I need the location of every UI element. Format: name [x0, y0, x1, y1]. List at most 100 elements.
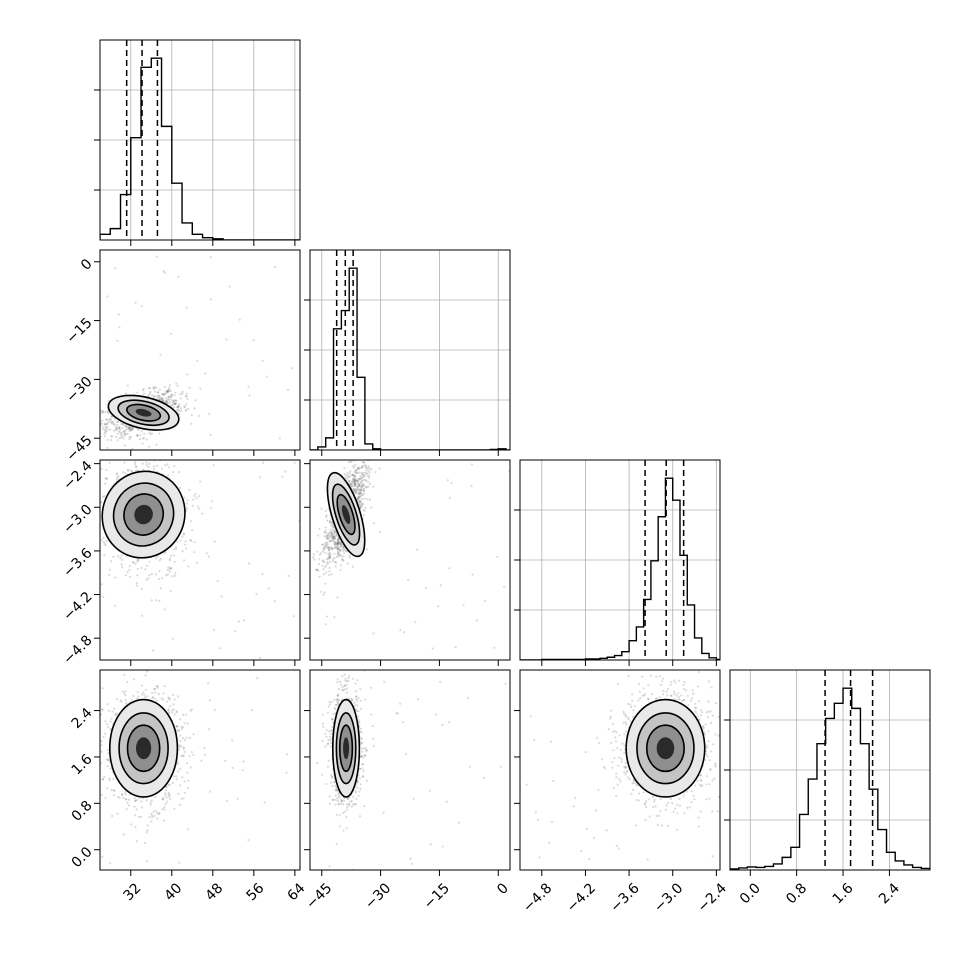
scatter-point: [337, 542, 340, 545]
scatter-point: [131, 428, 134, 431]
scatter-point: [173, 399, 176, 402]
scatter-point: [354, 791, 357, 794]
scatter-point: [151, 691, 154, 695]
scatter-point: [124, 694, 127, 697]
scatter-point: [354, 483, 357, 486]
scatter-point: [365, 749, 369, 752]
scatter-outlier: [234, 630, 237, 633]
scatter-point: [358, 484, 361, 487]
scatter-outlier: [219, 647, 222, 650]
scatter-outlier: [213, 708, 216, 712]
scatter-point: [152, 468, 155, 471]
scatter-point: [116, 420, 119, 423]
scatter-point: [353, 481, 356, 484]
scatter-point: [170, 711, 174, 714]
scatter-point: [103, 542, 106, 545]
scatter-point: [117, 475, 120, 478]
scatter-point: [347, 677, 350, 680]
scatter-point: [109, 418, 112, 421]
scatter-point: [354, 489, 357, 492]
scatter-point: [360, 477, 363, 480]
scatter-point: [333, 536, 336, 539]
scatter-point: [335, 534, 338, 537]
scatter-point: [126, 680, 129, 684]
scatter-point: [361, 471, 364, 474]
scatter-point: [328, 557, 331, 560]
scatter-point: [161, 808, 164, 811]
scatter-point: [107, 709, 110, 712]
scatter-point: [176, 725, 179, 728]
scatter-point: [197, 495, 201, 498]
scatter-point: [153, 387, 156, 390]
scatter-point: [336, 596, 339, 599]
scatter-point: [336, 694, 339, 697]
scatter-point: [374, 471, 377, 474]
scatter-point: [109, 417, 112, 420]
scatter-outlier: [216, 579, 219, 583]
scatter-outlier: [496, 555, 499, 558]
scatter-outlier: [470, 485, 473, 488]
scatter-point: [335, 542, 338, 545]
scatter-point: [103, 435, 107, 438]
scatter-point: [116, 795, 119, 799]
scatter-point: [97, 771, 99, 773]
scatter-point: [183, 750, 186, 754]
scatter-point: [179, 784, 182, 787]
scatter-point: [372, 457, 374, 459]
scatter-point: [88, 425, 90, 427]
scatter-point: [127, 804, 130, 807]
scatter-point: [367, 476, 370, 479]
scatter-outlier: [163, 608, 166, 611]
scatter-outlier: [203, 753, 206, 756]
scatter-point: [142, 389, 145, 392]
scatter-point: [368, 498, 371, 501]
scatter-outlier: [290, 367, 293, 370]
scatter-point: [140, 684, 144, 687]
scatter-point: [325, 563, 328, 567]
scatter-point: [325, 514, 328, 517]
scatter-point: [86, 424, 88, 426]
scatter-point: [90, 483, 92, 485]
scatter-point: [164, 792, 167, 795]
scatter-point: [85, 498, 87, 500]
scatter-point: [324, 565, 327, 569]
scatter-point: [133, 461, 137, 464]
scatter-outlier: [203, 747, 206, 750]
scatter-point: [351, 565, 354, 568]
scatter-point: [106, 438, 109, 441]
scatter-point: [118, 437, 121, 440]
scatter-point: [113, 429, 116, 432]
scatter-point: [130, 698, 133, 701]
scatter-point: [334, 561, 338, 564]
scatter-point: [170, 398, 173, 401]
scatter-outlier: [101, 855, 104, 859]
scatter-point: [123, 431, 126, 434]
scatter-outlier: [155, 255, 158, 258]
scatter-point: [333, 531, 336, 534]
scatter-point: [63, 493, 65, 495]
scatter-point: [130, 428, 133, 431]
scatter-point: [341, 547, 344, 550]
scatter-point: [152, 452, 154, 454]
scatter-point: [359, 491, 362, 495]
scatter-point: [358, 500, 361, 503]
scatter-point: [128, 456, 130, 458]
scatter-point: [182, 747, 185, 751]
scatter-point: [326, 561, 329, 564]
scatter-outlier: [228, 285, 231, 288]
scatter-point: [181, 737, 184, 740]
scatter-point: [364, 506, 367, 509]
scatter-point: [133, 797, 136, 800]
scatter-point: [338, 553, 341, 556]
scatter-content-1-2: [312, 457, 510, 650]
scatter-point: [359, 730, 362, 733]
scatter-point: [145, 578, 148, 581]
scatter-point: [135, 584, 138, 587]
scatter-point: [353, 483, 356, 486]
scatter-point: [333, 537, 336, 541]
scatter-point: [185, 403, 188, 406]
scatter-point: [142, 437, 146, 440]
scatter-point: [357, 697, 360, 700]
scatter-point: [365, 467, 368, 470]
scatter-point: [101, 777, 104, 781]
